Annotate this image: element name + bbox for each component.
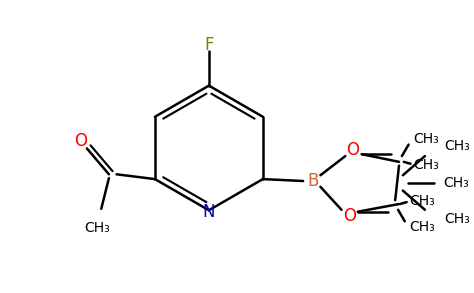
Text: CH₃: CH₃ [413, 132, 439, 146]
Text: CH₃: CH₃ [410, 194, 435, 208]
Text: CH₃: CH₃ [443, 176, 469, 190]
Text: CH₃: CH₃ [444, 212, 470, 226]
Text: N: N [203, 203, 215, 221]
Text: CH₃: CH₃ [444, 139, 470, 154]
Text: CH₃: CH₃ [84, 221, 110, 235]
Text: F: F [204, 36, 214, 54]
Text: CH₃: CH₃ [410, 220, 435, 234]
Text: CH₃: CH₃ [413, 158, 439, 172]
Text: O: O [343, 207, 356, 224]
Text: O: O [346, 141, 359, 159]
Text: B: B [307, 172, 319, 190]
Text: O: O [73, 132, 87, 150]
